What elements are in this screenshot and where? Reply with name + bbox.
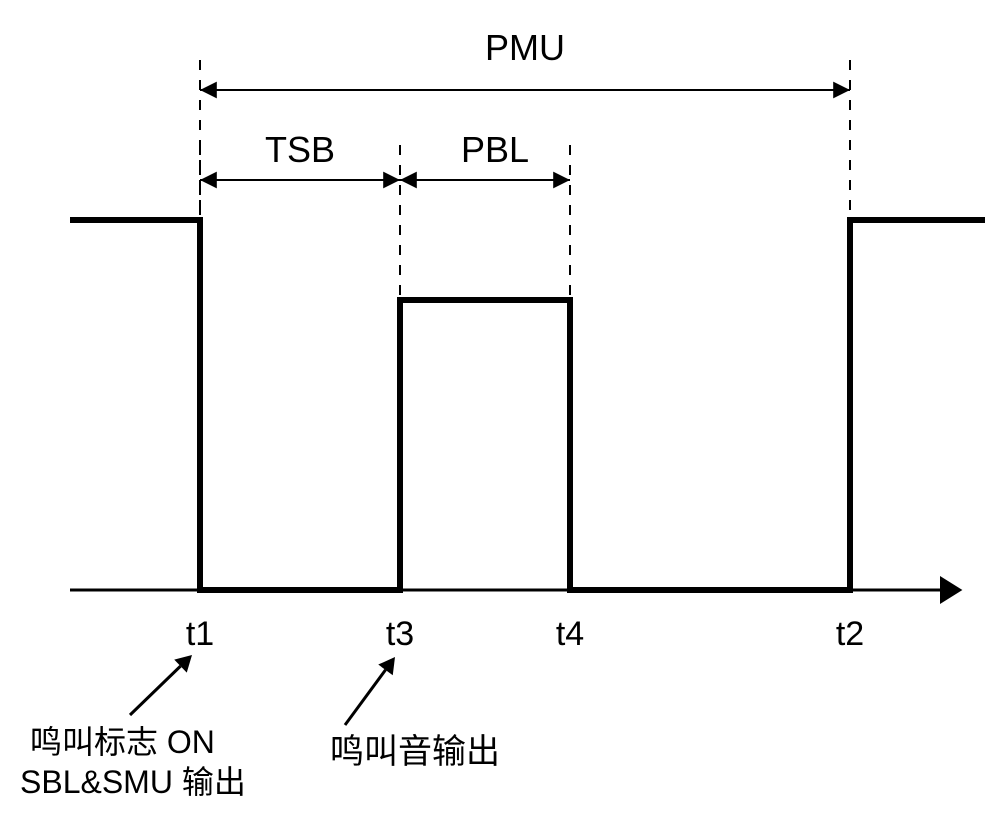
annotation-t1-line2: SBL&SMU 输出 <box>20 764 246 800</box>
annotation-t1-line1: 鸣叫标志 ON <box>30 724 215 760</box>
annotation-arrow-t1 <box>130 655 192 715</box>
pbl-label: PBL <box>461 129 529 170</box>
annotation-t3: 鸣叫音输出 <box>330 733 500 771</box>
t4-label: t4 <box>556 615 584 653</box>
t1-label: t1 <box>186 615 214 653</box>
x-axis <box>70 576 962 604</box>
tsb-label: TSB <box>265 129 335 170</box>
diagram-stage: PMU TSB PBL t1 t3 t4 t2 鸣叫标志 ON SBL&SMU … <box>0 0 1000 819</box>
annotation-arrow-t3 <box>345 657 395 725</box>
pmu-label: PMU <box>485 27 565 68</box>
pmu-dimension <box>200 82 850 99</box>
t3-label: t3 <box>386 615 414 653</box>
pbl-dimension <box>400 172 570 189</box>
timing-diagram: PMU TSB PBL t1 t3 t4 t2 鸣叫标志 ON SBL&SMU … <box>0 0 1000 819</box>
signal-waveform <box>70 220 985 590</box>
tsb-dimension <box>200 172 400 189</box>
t2-label: t2 <box>836 615 864 653</box>
